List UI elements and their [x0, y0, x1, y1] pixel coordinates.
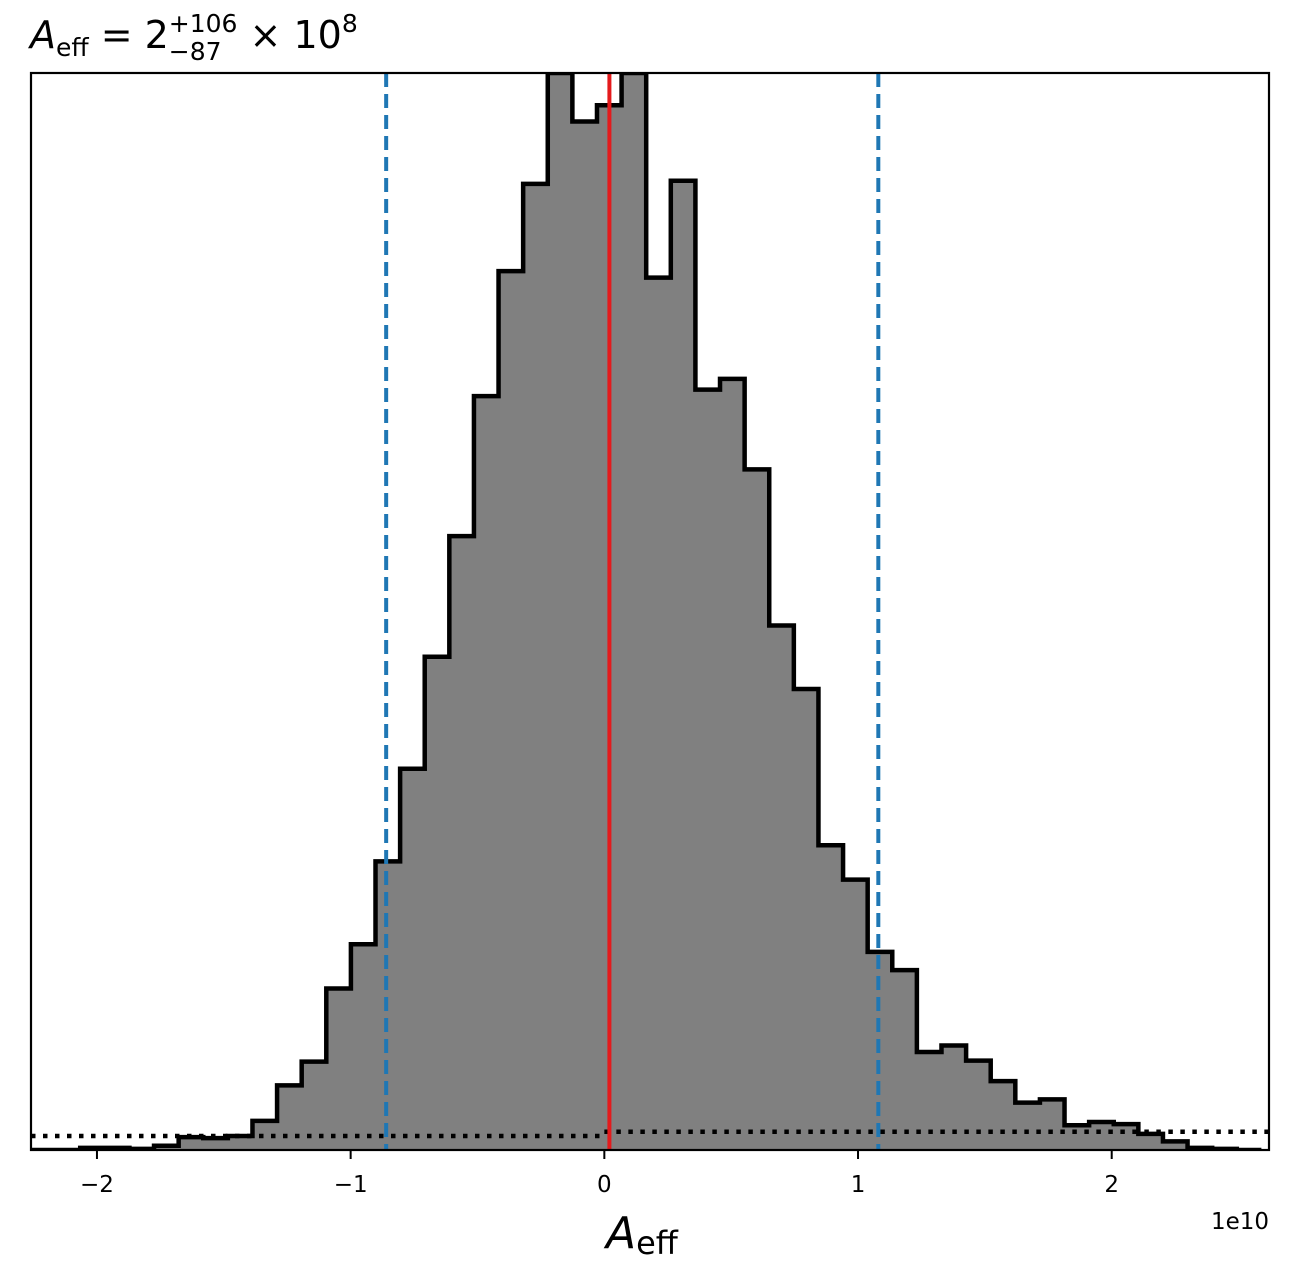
plot-content	[31, 73, 1269, 1150]
x-tick-label: 1	[851, 1172, 866, 1198]
histogram-bar	[670, 180, 696, 1150]
x-axis-label: Aeff	[603, 1208, 679, 1262]
x-tick-label: 0	[597, 1172, 612, 1198]
histogram-bar	[720, 378, 746, 1150]
histogram-bar	[1162, 1141, 1189, 1150]
histogram-bar	[892, 970, 918, 1150]
histogram-bar	[400, 768, 426, 1150]
x-offset-label: 1e10	[1211, 1209, 1269, 1235]
histogram-bar	[818, 845, 844, 1150]
histogram-bar	[1064, 1125, 1090, 1150]
histogram-bar	[449, 536, 475, 1150]
histogram-bar	[941, 1045, 967, 1150]
histogram-bar	[990, 1081, 1016, 1150]
histogram-bar	[547, 73, 573, 1150]
histogram-bar	[843, 879, 869, 1150]
histogram-bar	[769, 625, 795, 1150]
histogram-bar	[621, 73, 647, 1150]
histogram-bar	[424, 656, 450, 1150]
histogram-bar	[1039, 1099, 1066, 1150]
title-symbol: A	[27, 13, 56, 57]
title-upper-error: +106	[169, 9, 238, 38]
histogram-bar	[572, 121, 598, 1150]
histogram-bar	[916, 1051, 942, 1150]
histogram-bar	[498, 271, 524, 1150]
histogram-bar	[523, 183, 549, 1150]
histogram-bar	[227, 1135, 253, 1150]
histogram-bar	[350, 944, 377, 1150]
histogram-bar	[646, 277, 672, 1150]
x-axis-label-subscript: eff	[636, 1224, 679, 1262]
histogram-bar	[178, 1137, 204, 1150]
histogram-bar	[1089, 1121, 1115, 1150]
histogram-bar	[744, 469, 770, 1150]
title-suffix: × 10	[237, 13, 341, 57]
histogram-bar	[203, 1138, 229, 1150]
histogram-bar	[1015, 1102, 1041, 1150]
chart-title: Aeff = 2+106 −87 × 108	[27, 9, 358, 66]
x-tick-label: −1	[334, 1172, 368, 1198]
x-axis-label-symbol: A	[603, 1208, 636, 1259]
title-equals-value: = 2	[89, 13, 169, 57]
plot-area: −2 −1 0 1 2	[29, 71, 1271, 1198]
histogram-bar	[695, 389, 721, 1150]
histogram-bar	[277, 1085, 303, 1150]
x-tick-label: 2	[1104, 1172, 1119, 1198]
histogram-bar	[326, 988, 352, 1150]
axes-frame	[29, 71, 1271, 1152]
histogram-bar	[1113, 1124, 1139, 1150]
title-lower-error: −87	[169, 37, 222, 66]
histogram-bar	[966, 1060, 992, 1150]
title-exponent: 8	[342, 9, 358, 38]
histogram-bar	[793, 689, 819, 1150]
histogram-outline	[31, 73, 1262, 1150]
histogram-bar	[473, 396, 500, 1150]
histogram-bar	[1138, 1133, 1164, 1150]
title-symbol-subscript: eff	[56, 33, 89, 62]
x-tick-label: −2	[80, 1172, 114, 1198]
